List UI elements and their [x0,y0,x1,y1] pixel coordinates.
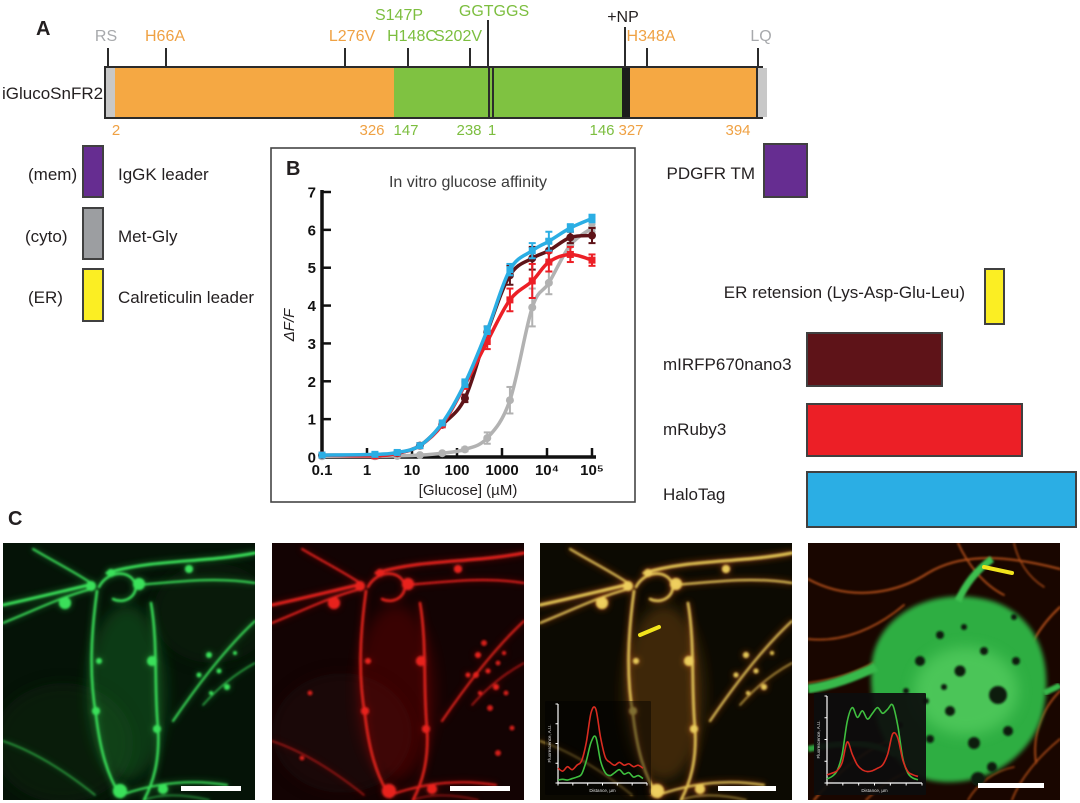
svg-text:[Glucose] (µM): [Glucose] (µM) [419,482,518,499]
scale-bar [450,786,510,791]
swatch-mirfp670nano3 [806,332,943,387]
segment-linker-line-1 [488,68,490,117]
annotation-GGTGGS: GGTGGS [458,3,530,20]
annotation-L276V: L276V [328,28,376,45]
tick-L276V [344,48,346,66]
residue-1: 1 [487,122,497,139]
svg-text:100: 100 [444,462,469,479]
residue-146: 146 [589,122,615,139]
residue-238: 238 [456,122,482,139]
svg-text:10⁵: 10⁵ [580,462,604,479]
legend-halotag-label: HaloTag [663,485,726,504]
annotation-H66A: H66A [144,28,186,45]
segment-fluorophore [394,68,622,117]
segment-binding-domain-c [630,68,756,117]
line-profile-marker [982,565,1014,575]
micrograph-green-channel [3,543,255,800]
panel-c-label: C [8,508,23,530]
tick-S147P-H148C [407,48,409,66]
tick-S202V [469,48,471,66]
line-profile-inset: Fluorescence, A.U. Distance, µm [545,701,651,795]
scale-bar [978,783,1044,788]
construct-bar [104,66,767,119]
legend-cyto-prefix: (cyto) [25,227,68,246]
legend-pdgfr-label: PDGFR TM [666,164,755,183]
svg-text:10⁴: 10⁴ [535,462,559,479]
residue-326: 326 [359,122,385,139]
svg-text:6: 6 [308,222,316,239]
legend-er-prefix: (ER) [28,288,63,307]
svg-text:Distance, µm: Distance, µm [589,788,616,793]
scale-bar [718,786,776,791]
svg-text:0: 0 [308,450,316,467]
annotation-H148C: H148C [387,28,437,45]
glucose-affinity-chart: In vitro glucose affinity ΔF/F [Glucose] (… [270,147,636,503]
micrograph-merged-zoom: Fluorescence, A.U. Distance, µm [808,543,1060,800]
svg-text:Fluorescence, A.U.: Fluorescence, A.U. [816,720,821,758]
swatch-igk-leader [82,145,104,198]
tick-GGTGGS [487,20,489,66]
residue-147: 147 [393,122,419,139]
red-puncta-cluster [299,640,515,761]
residue-394: 394 [725,122,751,139]
svg-text:0.1: 0.1 [312,462,333,479]
svg-text:1000: 1000 [485,462,518,479]
panel-a-label: A [36,18,51,40]
swatch-er-retension [984,268,1005,325]
tick-H66A [165,48,167,66]
swatch-pdgfr-tm [763,143,808,198]
segment-binding-domain-n [115,68,394,117]
annotation-LQ: LQ [750,28,772,45]
scale-bar [181,786,241,791]
svg-text:7: 7 [308,185,316,202]
svg-text:1: 1 [308,412,316,429]
annotation-H348A: H348A [626,28,676,45]
construct-name: iGlucoSnFR2 [2,84,104,103]
svg-text:1: 1 [363,462,371,479]
legend-mem-prefix: (mem) [28,165,78,184]
tick-RS [107,48,109,66]
segment-LQ-tail [756,68,767,117]
legend-mruby-label: mRuby3 [663,420,727,439]
legend-igk-label: IgGK leader [118,165,209,184]
svg-text:Distance, µm: Distance, µm [861,788,888,793]
tick-LQ [757,48,759,66]
legend-metgly-label: Met-Gly [118,227,178,246]
tick-H348A [646,48,648,66]
annotation-S202V: S202V [433,28,483,45]
swatch-mruby3 [806,403,1023,457]
svg-text:2: 2 [308,374,316,391]
panel-b-label: B [286,158,301,180]
swatch-met-gly [82,207,104,260]
svg-text:In vitro glucose affinity: In vitro glucose affinity [389,174,547,191]
line-profile-inset: Fluorescence, A.U. Distance, µm [814,693,926,795]
legend-er-retension-label: ER retension (Lys-Asp-Glu-Leu) [723,283,965,302]
annotation-NP: +NP [607,9,639,26]
svg-text:5: 5 [308,260,316,277]
micrograph-red-channel [272,543,524,800]
tick-NP [624,27,626,66]
segment-linker-line-2 [492,68,494,117]
segment-NP-insert [622,68,630,117]
residue-327: 327 [618,122,644,139]
svg-text:3: 3 [308,336,316,353]
svg-text:Fluorescence, A.U.: Fluorescence, A.U. [547,724,552,762]
micrograph-merged: Fluorescence, A.U. Distance, µm [540,543,792,800]
svg-text:4: 4 [308,298,317,315]
line-profile-marker [638,625,661,637]
swatch-halotag [806,471,1077,528]
legend-calreticulin-label: Calreticulin leader [118,288,255,307]
annotation-RS: RS [94,28,118,45]
residue-2: 2 [111,122,121,139]
legend-mirfp-label: mIRFP670nano3 [663,355,792,374]
annotation-S147P: S147P [374,7,424,24]
svg-text:10: 10 [404,462,421,479]
svg-text:ΔF/F: ΔF/F [281,308,298,342]
swatch-calreticulin [82,268,104,322]
